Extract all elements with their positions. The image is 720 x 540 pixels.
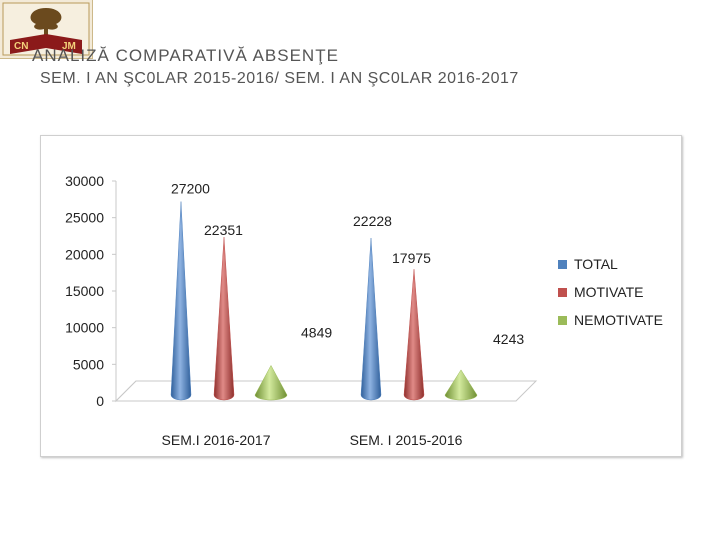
chart: 0 5000 10000 15000 20000 25000 30000 SEM.I 201… bbox=[65, 173, 663, 448]
y-tick-label: 25000 bbox=[65, 210, 104, 226]
cone-nemotivate bbox=[444, 369, 478, 401]
data-label: 4849 bbox=[301, 324, 332, 340]
cone-total bbox=[360, 237, 382, 401]
x-tick-label: SEM. I 2015-2016 bbox=[350, 432, 463, 448]
y-tick-label: 15000 bbox=[65, 283, 104, 299]
legend-swatch bbox=[558, 288, 567, 297]
y-tick-label: 30000 bbox=[65, 173, 104, 189]
y-tick-label: 20000 bbox=[65, 246, 104, 262]
data-label: 22228 bbox=[353, 213, 392, 229]
y-tick-label: 5000 bbox=[73, 356, 104, 372]
y-tick-label: 10000 bbox=[65, 320, 104, 336]
page-title: ANALIZĂ COMPARATIVĂ ABSENŢE bbox=[32, 46, 339, 65]
chart-frame: 0 5000 10000 15000 20000 25000 30000 SEM.I 201… bbox=[40, 135, 682, 457]
data-label: 17975 bbox=[392, 250, 431, 266]
x-tick-label: SEM.I 2016-2017 bbox=[162, 432, 271, 448]
y-axis-line bbox=[115, 181, 137, 403]
cone-motivate bbox=[403, 269, 425, 401]
logo: CN JM bbox=[0, 0, 93, 59]
legend-swatch bbox=[558, 316, 567, 325]
y-tick-label: 0 bbox=[96, 393, 104, 409]
cone-total bbox=[170, 201, 192, 401]
legend-label: TOTAL bbox=[574, 256, 618, 272]
page-subtitle: SEM. I AN ŞC0LAR 2015-2016/ SEM. I AN ŞC… bbox=[40, 70, 519, 87]
legend-label: MOTIVATE bbox=[574, 284, 643, 300]
legend-swatch bbox=[558, 260, 567, 269]
data-label: 4243 bbox=[493, 331, 524, 347]
cone-nemotivate bbox=[254, 364, 288, 401]
data-label: 27200 bbox=[171, 181, 210, 197]
legend-label: NEMOTIVATE bbox=[574, 312, 663, 328]
logo-graphic: CN JM bbox=[2, 2, 90, 56]
logo-text-left: CN bbox=[14, 41, 28, 52]
data-label: 22351 bbox=[204, 222, 243, 238]
logo-text-right: JM bbox=[62, 41, 76, 52]
cone-motivate bbox=[213, 237, 235, 401]
